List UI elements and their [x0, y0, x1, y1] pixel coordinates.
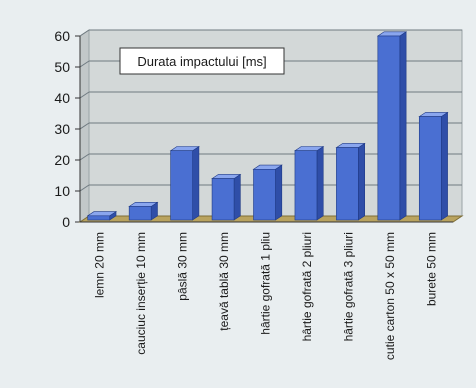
- y-tick-label: 30: [54, 121, 70, 137]
- bar-side: [233, 173, 241, 221]
- x-tick-label: hârtie gofrată 3 pliuri: [341, 232, 355, 341]
- legend-box: [119, 47, 285, 75]
- gridline-diag: [79, 91, 90, 99]
- y-tick-label: 0: [62, 214, 70, 230]
- y-tick-label: 50: [54, 59, 70, 75]
- bar-front: [253, 169, 276, 221]
- chart-title: Durata impactului [ms]: [137, 54, 266, 69]
- x-tick-label: pâslă 30 mm: [176, 232, 190, 301]
- gridline-diag: [79, 184, 90, 192]
- bar-side: [192, 145, 200, 221]
- bar-front: [418, 116, 442, 221]
- y-tick-label: 10: [54, 183, 70, 199]
- bar-side: [440, 111, 448, 221]
- bar: [335, 142, 366, 221]
- gridline-diag: [79, 153, 90, 161]
- bar: [128, 201, 159, 221]
- bar-front: [211, 178, 235, 221]
- y-tick-label: 40: [54, 90, 70, 106]
- x-tick-label: țeavă tablă 30 mm: [217, 232, 231, 331]
- gridline-diag: [79, 29, 90, 37]
- gridline-diag: [79, 60, 90, 68]
- bar-side: [399, 31, 407, 221]
- gridline-diag: [79, 122, 90, 130]
- bar-front: [128, 206, 152, 221]
- bar-side: [358, 142, 365, 221]
- bar-front: [377, 35, 401, 221]
- bar: [211, 173, 242, 221]
- bar: [252, 164, 283, 221]
- x-tick-label: cutie carton 50 x 50 mm: [383, 232, 397, 360]
- x-tick-label: lemn 20 mm: [93, 232, 107, 298]
- bar-side: [316, 145, 324, 221]
- x-tick-label: cauciuc inserție 10 mm: [134, 232, 148, 355]
- bar: [418, 111, 449, 221]
- bar: [86, 211, 118, 221]
- x-tick-label: burete 50 mm: [424, 232, 438, 306]
- bar: [169, 145, 200, 221]
- bar: [376, 31, 408, 221]
- bar-front: [170, 150, 193, 221]
- bar-front: [336, 147, 359, 221]
- bar: [293, 145, 325, 221]
- x-tick-label: hârtie gofrată 2 pliuri: [300, 232, 314, 341]
- x-tick-label: hârtie gofrată 1 pliu: [259, 232, 273, 335]
- bar-front: [294, 150, 318, 221]
- bar-side: [275, 164, 283, 221]
- bar-front: [87, 215, 111, 221]
- y-tick-label: 60: [54, 28, 70, 44]
- y-tick-label: 20: [54, 152, 70, 168]
